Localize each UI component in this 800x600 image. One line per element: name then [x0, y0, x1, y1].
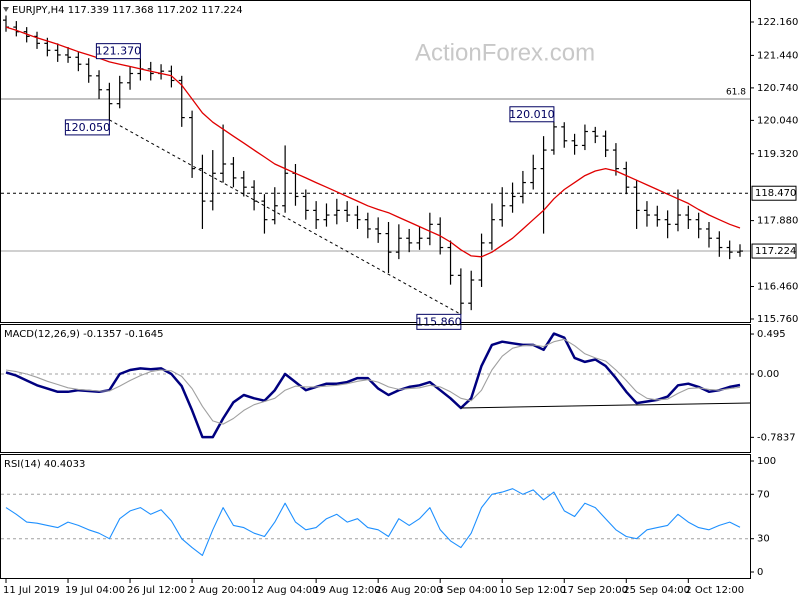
trend-line [109, 119, 462, 315]
y-tick-label: 116.460 [757, 282, 798, 293]
y-tick-label: 119.320 [757, 149, 798, 160]
title-icon [3, 7, 9, 12]
y-tick-label: 70 [757, 489, 770, 500]
annotation-label: 121.370 [96, 45, 142, 58]
y-tick-label: 115.760 [757, 314, 798, 325]
panel-title: MACD(12,26,9) -0.1357 -0.1645 [4, 329, 164, 340]
x-tick-label: 12 Aug 04:00 [251, 585, 318, 596]
x-tick-label: 11 Jul 2019 [3, 585, 60, 596]
panel-title: RSI(14) 40.4033 [4, 459, 85, 470]
y-tick-label: 0.00 [757, 369, 779, 380]
y-tick-label: 0 [757, 567, 763, 578]
x-tick-label: 2 Oct 12:00 [685, 585, 744, 596]
y-tick-label: 0.495 [757, 329, 786, 340]
annotation-label: 120.010 [509, 108, 555, 121]
annotation-box [95, 43, 141, 60]
x-tick-label: 26 Aug 20:00 [375, 585, 442, 596]
annotation-label: 120.050 [65, 121, 111, 134]
panel-title: EURJPY,H4 117.339 117.368 117.202 117.22… [12, 5, 243, 16]
y-tick-label: 30 [757, 534, 770, 545]
series-line [5, 488, 741, 556]
x-tick-label: 19 Aug 12:00 [313, 585, 380, 596]
y-tick-label: 120.740 [757, 83, 798, 94]
y-tick-label: 121.440 [757, 50, 798, 61]
x-tick-label: 19 Jul 04:00 [65, 585, 125, 596]
series-line [5, 332, 741, 439]
x-tick-label: 26 Jul 12:00 [127, 585, 187, 596]
y-tick-label: 100 [757, 456, 776, 467]
x-tick-label: 10 Sep 12:00 [499, 585, 566, 596]
y-tick-label: -0.7837 [757, 432, 796, 443]
annotation-box [64, 119, 110, 136]
level-label-box [751, 185, 797, 201]
watermark: ActionForex.com [415, 39, 595, 66]
annotation-box [416, 313, 462, 330]
panel-frame [0, 0, 751, 323]
level-label-box [751, 243, 797, 259]
annotation-box [509, 106, 555, 123]
level-label: 118.470 [755, 188, 796, 199]
y-tick-label: 122.160 [757, 17, 798, 28]
level-label: 61.8 [726, 88, 746, 98]
level-label: 117.224 [755, 246, 796, 257]
y-tick-label: 117.880 [757, 216, 798, 227]
x-tick-label: 17 Sep 20:00 [561, 585, 628, 596]
x-tick-label: 3 Sep 04:00 [437, 585, 497, 596]
y-tick-label: 120.040 [757, 115, 798, 126]
panel-frame [0, 454, 751, 579]
x-tick-label: 25 Sep 04:00 [623, 585, 690, 596]
panel-frame [0, 324, 751, 453]
series-line [5, 338, 741, 425]
annotation-label: 115.860 [416, 315, 462, 328]
support-line [460, 402, 751, 409]
series-line [5, 26, 741, 258]
x-tick-label: 2 Aug 20:00 [189, 585, 250, 596]
